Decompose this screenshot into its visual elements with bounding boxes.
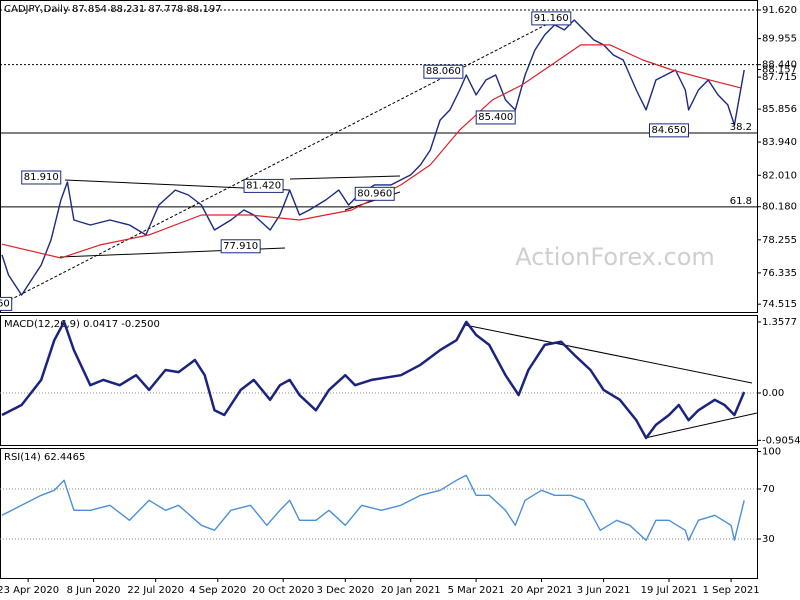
annotation-label: 80.960 [357, 188, 392, 199]
trendline [644, 412, 757, 439]
annotation-box [21, 170, 62, 185]
x-tick-label: 4 Sep 2020 [189, 585, 246, 596]
annotation-label: 77.910 [223, 241, 258, 252]
macd-title: MACD(12,26,9) 0.0417 -0.2500 [4, 319, 160, 330]
y-tick-label: 76.335 [762, 268, 797, 279]
annotation-box [648, 123, 689, 138]
annotation-box [475, 110, 516, 125]
annotation: 85.400 [475, 110, 516, 125]
watermark: ActionForex.com [515, 243, 715, 271]
y-tick-label: 82.010 [762, 170, 797, 181]
annotation-box [0, 296, 13, 311]
series-line [1, 474, 745, 541]
series-line [1, 44, 742, 259]
plot-area: 74.560 81.910 81.420 77.910 80.960 88.060 85.4… [0, 9, 757, 311]
x-tick-label: 22 Jul 2020 [127, 585, 184, 596]
x-tick-label: 23 Apr 2020 [0, 585, 59, 596]
annotation: 84.650 [648, 123, 689, 138]
macd-trendlines [464, 324, 757, 439]
trendline [464, 324, 753, 384]
y-tick-label: 80.180 [762, 202, 797, 213]
rsi-title: RSI(14) 62.4465 [4, 452, 85, 463]
annotation-label: 84.650 [651, 125, 686, 136]
rsi-panel [0, 448, 758, 579]
annotation: 88.060 [423, 64, 464, 79]
annotation-label: 88.060 [426, 66, 461, 77]
annotation: 81.910 [21, 170, 62, 185]
annotation-box [531, 11, 572, 26]
x-tick-label: 20 Oct 2020 [252, 585, 314, 596]
y-tick-label: 100 [762, 447, 781, 458]
annotation-label: 91.160 [534, 13, 569, 24]
y-tick-label: 88.440 [762, 60, 797, 71]
annotation: 81.420 [243, 178, 284, 193]
annotation-label: 74.560 [0, 298, 10, 309]
y-tick-label: 70 [762, 484, 775, 495]
annotation-label: 81.420 [246, 180, 281, 191]
macd-panel [0, 315, 758, 446]
annotation-label: 81.910 [24, 172, 59, 183]
plot-area [0, 320, 757, 440]
x-tick-label: 1 Sep 2021 [703, 585, 760, 596]
series-line [1, 320, 746, 440]
trendline [9, 14, 566, 301]
price-trendlines [9, 14, 566, 301]
annotation: 77.910 [220, 239, 261, 254]
annotation-label: 85.400 [478, 112, 513, 123]
y-tick-label: 83.940 [762, 137, 797, 148]
trendline [289, 175, 401, 180]
annotation: 74.560 [0, 296, 13, 311]
x-tick-label: 20 Jan 2021 [381, 585, 441, 596]
y-tick-label: 88.157 [762, 65, 797, 76]
y-tick-label: 89.955 [762, 34, 797, 45]
series-line [1, 19, 745, 296]
annotation: 91.160 [531, 11, 572, 26]
y-tick-label: 0.00 [762, 388, 784, 399]
y-tick-label: 85.856 [762, 104, 797, 115]
y-tick-label: 30 [762, 534, 775, 545]
plot-area [0, 474, 757, 541]
x-tick-label: 19 Jul 2021 [641, 585, 698, 596]
y-tick-label: -0.9054 [762, 435, 800, 446]
x-tick-label: 5 Mar 2021 [448, 585, 505, 596]
annotation-box [220, 239, 261, 254]
y-tick-label: 1.3577 [762, 317, 797, 328]
level-note: 61.8 [730, 196, 752, 207]
price-panel [0, 0, 758, 313]
y-tick-label: 91.620 [762, 5, 797, 16]
y-tick-label: 87.715 [762, 72, 797, 83]
annotation: 80.960 [354, 186, 395, 201]
x-tick-label: 20 Apr 2021 [511, 585, 573, 596]
y-tick-label: 74.515 [762, 299, 797, 310]
x-tick-label: 3 Jun 2021 [577, 585, 631, 596]
annotation-box [243, 178, 284, 193]
x-tick-label: 3 Dec 2020 [317, 585, 375, 596]
x-tick-label: 8 Jun 2020 [67, 585, 121, 596]
y-tick-label: 78.255 [762, 235, 797, 246]
annotation-box [354, 186, 395, 201]
annotation-box [423, 64, 464, 79]
level-note: 38.2 [730, 122, 752, 133]
